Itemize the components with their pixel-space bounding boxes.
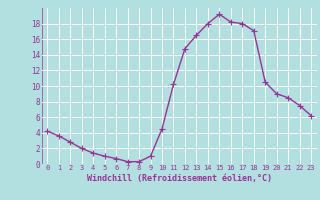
X-axis label: Windchill (Refroidissement éolien,°C): Windchill (Refroidissement éolien,°C) (87, 174, 272, 183)
